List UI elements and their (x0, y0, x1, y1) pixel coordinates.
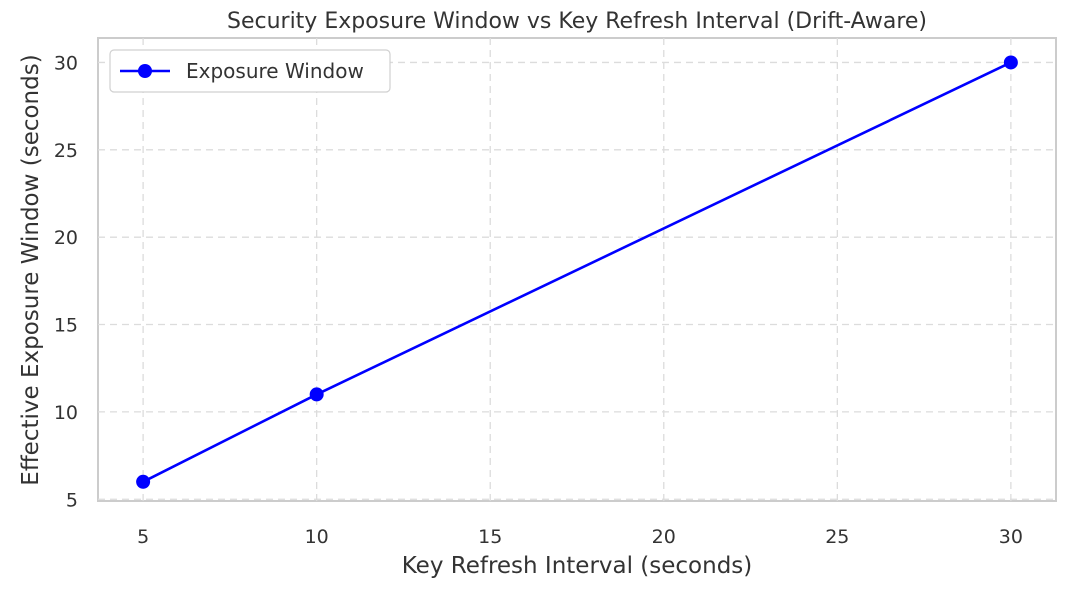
y-axis-label: Effective Exposure Window (seconds) (18, 54, 44, 485)
x-tick-label-20: 20 (652, 526, 676, 548)
tick-labels: 5 10 15 20 25 30 5 10 15 20 25 30 (54, 52, 1023, 548)
x-axis-label: Key Refresh Interval (seconds) (402, 553, 753, 579)
chart-title: Security Exposure Window vs Key Refresh … (227, 9, 927, 34)
y-tick-label-5: 5 (66, 489, 78, 511)
y-tick-label-20: 20 (54, 227, 78, 249)
y-tick-label-25: 25 (54, 140, 78, 162)
legend-box (109, 49, 391, 93)
data-point-30 (1003, 55, 1018, 70)
x-tick-label-30: 30 (999, 526, 1023, 548)
legend-entry-exposure-window: Exposure Window (186, 59, 364, 83)
y-tick-label-10: 10 (54, 402, 78, 424)
legend: Exposure Window (109, 49, 391, 93)
data-point-5 (136, 474, 151, 489)
x-tick-label-10: 10 (305, 526, 329, 548)
series-layer (136, 55, 1018, 489)
y-tick-label-15: 15 (54, 315, 78, 337)
x-tick-label-25: 25 (825, 526, 849, 548)
x-tick-label-15: 15 (478, 526, 502, 548)
legend-marker (138, 64, 152, 78)
y-tick-label-30: 30 (54, 52, 78, 74)
data-point-10 (309, 387, 324, 402)
x-tick-label-5: 5 (137, 526, 149, 548)
